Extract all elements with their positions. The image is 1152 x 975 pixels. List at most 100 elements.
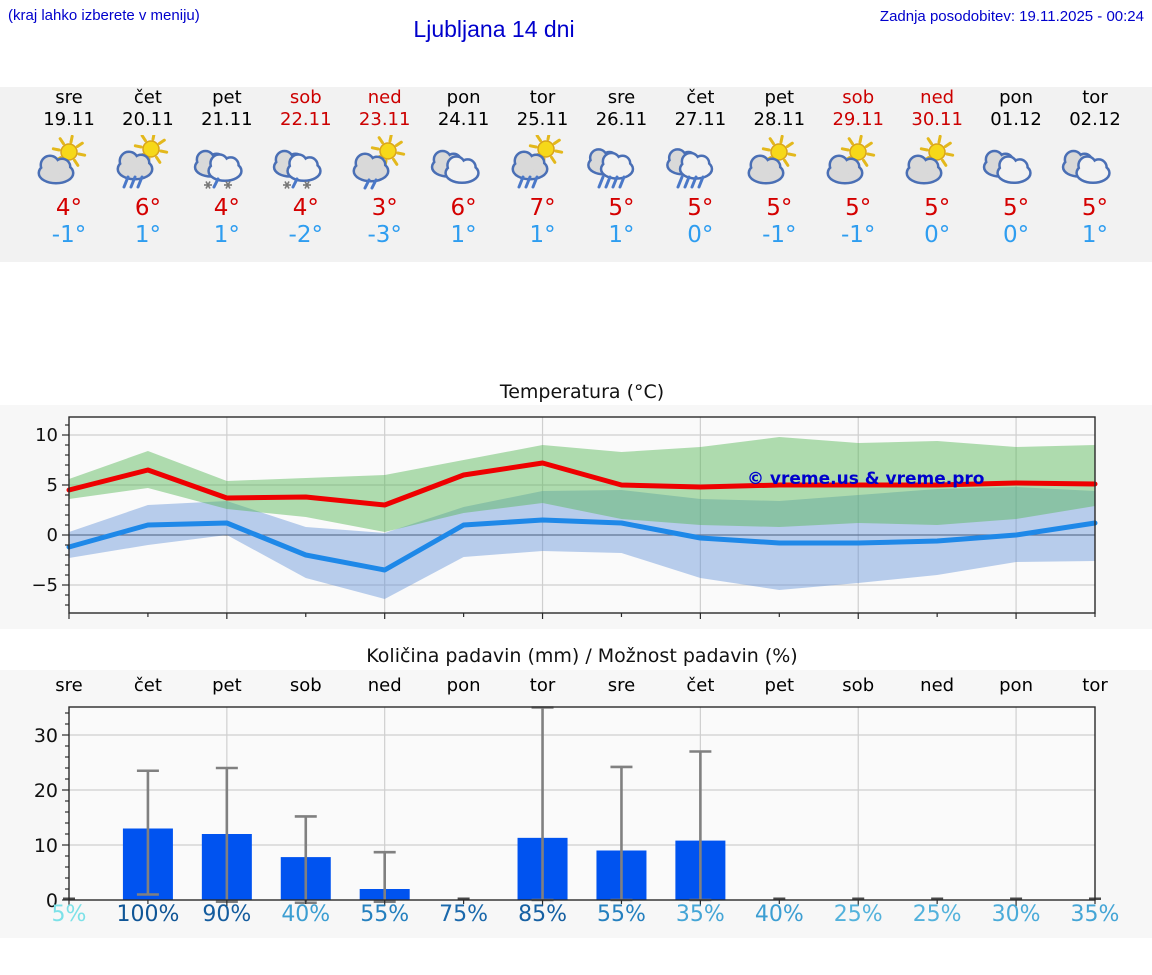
day-max-temp: 5° [924, 195, 951, 221]
rain-icon [587, 148, 635, 189]
precip-probability: 25% [833, 902, 883, 927]
precip-probability: 35% [675, 902, 725, 927]
svg-text:10: 10 [35, 425, 58, 446]
day-date: 02.12 [1069, 109, 1121, 130]
weather-icon-wrap [266, 135, 346, 193]
day-name: sre [607, 87, 636, 108]
svg-text:−5: −5 [31, 575, 58, 596]
temperature-chart-svg: −5 0 5 10 © vreme.us & vreme.pro [31, 416, 1098, 619]
day-date: 29.11 [832, 109, 884, 130]
day-name: sob [842, 87, 875, 108]
weather-icon-wrap [818, 135, 898, 193]
day-name: pon [446, 87, 481, 108]
weather-icon-wrap [108, 135, 188, 193]
precip-day-label: sre [607, 675, 636, 696]
day-date: 26.11 [595, 109, 648, 130]
precipitation-chart-svg: 0 10 20 30 [34, 706, 1101, 912]
day-date: 19.11 [43, 109, 95, 130]
day-max-temp: 5° [845, 195, 872, 221]
day-min-temp: -1° [762, 222, 797, 248]
weather-icon-wrap [187, 135, 267, 193]
precip-day-label: pet [212, 675, 242, 696]
precip-probability: 90% [202, 902, 252, 927]
day-date: 22.11 [280, 109, 332, 130]
precip-probability: 5% [51, 902, 87, 927]
temperature-chart: −5 0 5 10 © vreme.us & vreme.pro [0, 405, 1152, 629]
precipitation-chart-title: Količina padavin (mm) / Možnost padavin … [366, 645, 798, 667]
day-name: sre [55, 87, 83, 108]
day-column-19.11: sre 19.11 4° -1° [29, 87, 109, 262]
day-max-temp: 6° [450, 195, 477, 221]
svg-text:0: 0 [47, 525, 58, 546]
precip-probability: 75% [439, 902, 489, 927]
svg-text:30: 30 [34, 725, 58, 747]
day-min-temp: -3° [367, 222, 402, 248]
day-column-25.11: tor 25.11 7° 1° [503, 87, 583, 262]
day-max-temp: 4° [292, 195, 319, 221]
day-name: čet [133, 87, 162, 108]
location-menu-hint: (kraj lahko izberete v meniju) [8, 7, 200, 24]
weather-icon-wrap [345, 135, 425, 193]
day-max-temp: 4° [55, 195, 83, 221]
day-column-27.11: čet 27.11 5° 0° [660, 87, 740, 262]
svg-text:0: 0 [46, 890, 58, 912]
rain-icon [666, 148, 714, 189]
precip-probability: 100% [116, 902, 180, 927]
day-column-26.11: sre 26.11 5° 1° [581, 87, 661, 262]
precip-probability: 55% [597, 902, 646, 927]
day-name: pet [212, 87, 242, 108]
day-name: sob [289, 87, 322, 108]
day-column-29.11: sob 29.11 5° -1° [818, 87, 898, 262]
day-name: pet [764, 87, 795, 108]
precip-day-label: čet [686, 675, 715, 696]
cloudy-icon [982, 149, 1032, 185]
day-date: 27.11 [674, 109, 727, 130]
day-column-22.11: sob 22.11 4° -2° [266, 87, 346, 262]
day-min-temp: 1° [1081, 222, 1109, 248]
precip-day-label: ned [920, 675, 955, 696]
day-min-temp: 0° [924, 222, 951, 248]
day-max-temp: 5° [608, 195, 635, 221]
precip-day-label: tor [529, 675, 556, 696]
day-column-02.12: tor 02.12 5° 1° [1055, 87, 1135, 262]
day-column-01.12: pon 01.12 5° 0° [976, 87, 1056, 262]
weather-icon-wrap [424, 135, 504, 193]
day-date: 30.11 [911, 109, 963, 130]
day-min-temp: 0° [687, 222, 714, 248]
rain-sun-icon [511, 135, 563, 189]
day-max-temp: 5° [687, 195, 714, 221]
precip-day-label: sob [842, 675, 875, 696]
day-min-temp: 1° [529, 222, 556, 248]
day-date: 21.11 [201, 109, 253, 130]
day-max-temp: 4° [213, 195, 240, 221]
precip-day-label: tor [1082, 675, 1108, 696]
precip-day-label: sob [289, 675, 322, 696]
day-name: čet [686, 87, 715, 108]
precip-probability: 40% [754, 902, 804, 927]
day-min-temp: -1° [51, 222, 87, 248]
precipitation-chart: sre čet pet sob ned pon tor sre čet pet sob ned pon t… [0, 670, 1152, 938]
day-date: 25.11 [516, 109, 569, 130]
day-column-21.11: pet 21.11 4° 1° [187, 87, 267, 262]
weather-icon-wrap [739, 135, 819, 193]
day-column-30.11: ned 30.11 5° 0° [897, 87, 977, 262]
sleet-icon [272, 149, 322, 189]
forecast-days-strip: sre 19.11 4° -1° čet 20.11 6° 1° pet 21.11 4° 1° sob… [0, 87, 1152, 262]
day-column-23.11: ned 23.11 3° -3° [345, 87, 425, 262]
weather-icon-wrap [660, 135, 740, 193]
day-date: 23.11 [358, 109, 411, 130]
watermark-text: © vreme.us & vreme.pro [747, 469, 984, 489]
day-max-temp: 3° [371, 195, 398, 221]
svg-text:20: 20 [34, 780, 58, 802]
temperature-chart-title: Temperatura (°C) [499, 381, 665, 403]
day-max-temp: 5° [1002, 195, 1030, 221]
day-name: ned [920, 87, 955, 108]
day-name: ned [367, 87, 402, 108]
precip-probability: 85% [518, 902, 567, 927]
day-max-temp: 7° [529, 195, 556, 221]
day-date: 20.11 [122, 109, 174, 130]
precip-probability: 40% [281, 902, 331, 927]
page-title: Ljubljana 14 dni [413, 16, 575, 42]
partly-cloudy-icon [747, 135, 797, 185]
